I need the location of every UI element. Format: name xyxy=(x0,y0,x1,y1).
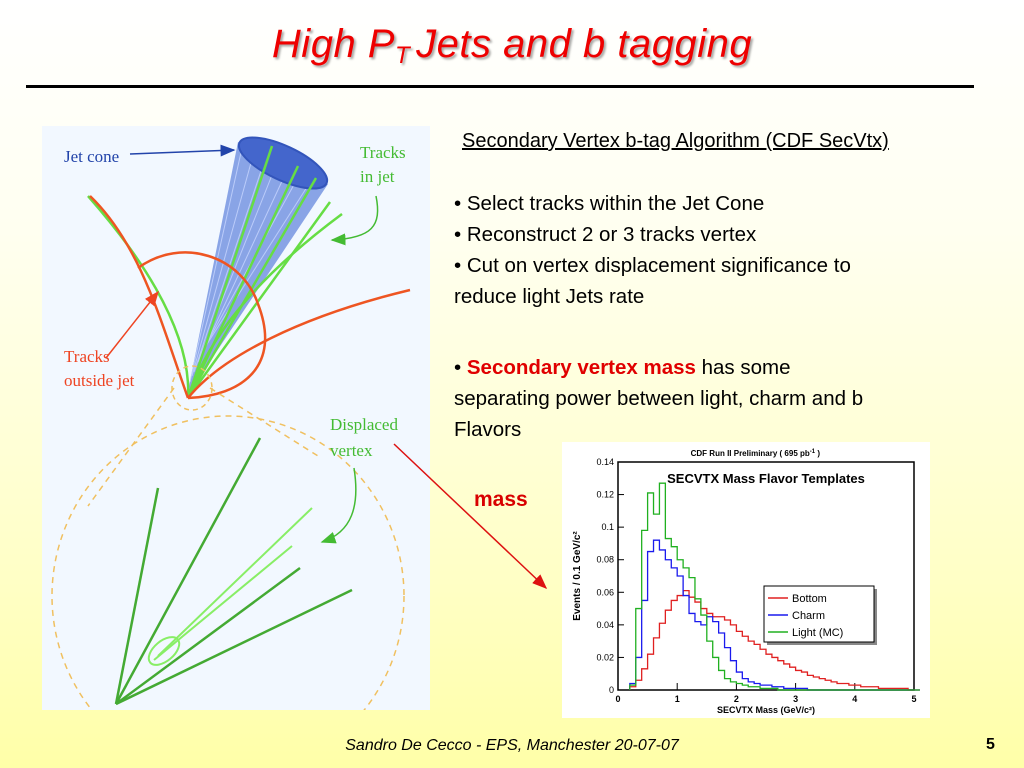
label-tracks-outside-1: Tracks xyxy=(64,347,110,366)
zoomed-secondary-tracks xyxy=(147,507,313,666)
bullet4-prefix: • xyxy=(454,356,467,379)
label-tracks-outside-2: outside jet xyxy=(64,371,135,390)
x-tick-label: 5 xyxy=(911,694,916,704)
chart-svg: CDF Run II Preliminary ( 695 pb-1 ) SECV… xyxy=(572,449,920,715)
y-tick-label: 0.12 xyxy=(596,490,614,500)
x-tick-label: 3 xyxy=(793,694,798,704)
zoom-region xyxy=(51,387,405,710)
plot-frame xyxy=(617,461,915,691)
bullet4-line3: Flavors xyxy=(454,418,522,441)
jet-diagram: Jet cone Tracks in jet Tracks outside je… xyxy=(42,126,430,710)
tracks-outside-arrow xyxy=(105,290,159,359)
secvtx-mass-chart: CDF Run II Preliminary ( 695 pb-1 ) SECV… xyxy=(562,442,930,718)
y-tick-label: 0.08 xyxy=(596,555,614,565)
legend-label: Charm xyxy=(792,610,825,622)
y-tick-label: 0.14 xyxy=(596,457,614,467)
x-tick-label: 0 xyxy=(615,694,620,704)
title-rest: Jets and b tagging xyxy=(416,22,753,66)
bullet-list: • Select tracks within the Jet Cone • Re… xyxy=(454,188,994,312)
bullet-cut-line1: • Cut on vertex displacement significanc… xyxy=(454,254,851,277)
bullet-cut-line2: reduce light Jets rate xyxy=(454,285,645,308)
label-tracks-in-jet-1: Tracks xyxy=(360,143,406,162)
displaced-vertex-arrow xyxy=(320,467,357,544)
bullet-vertex-mass: • Secondary vertex mass has some separat… xyxy=(454,352,994,445)
title-main: High P xyxy=(271,22,395,66)
mass-arrow xyxy=(393,443,548,590)
mass-label: mass xyxy=(474,488,528,511)
label-tracks-in-jet-2: in jet xyxy=(360,167,395,186)
y-tick-label: 0.02 xyxy=(596,652,614,662)
title-subscript: T xyxy=(394,42,411,69)
series-bottom xyxy=(629,590,920,691)
chart-ylabel: Events / 0.1 GeV/c² xyxy=(572,531,583,621)
y-tick-label: 0.04 xyxy=(596,620,614,630)
jet-diagram-svg: Jet cone Tracks in jet Tracks outside je… xyxy=(51,136,411,710)
page-number: 5 xyxy=(986,736,995,753)
chart-header: CDF Run II Preliminary ( 695 pb-1 ) xyxy=(691,449,821,458)
y-tick-label: 0.1 xyxy=(601,522,614,532)
y-tick-label: 0 xyxy=(609,685,614,695)
bullet-select-tracks: • Select tracks within the Jet Cone xyxy=(454,192,765,215)
tracks-in-jet-arrow xyxy=(330,195,379,246)
zoomed-tracks xyxy=(114,437,353,706)
primary-vertex-circle xyxy=(171,365,213,411)
tracks-in-jet xyxy=(87,145,343,399)
chart-xlabel: SECVTX Mass (GeV/c²) xyxy=(717,705,815,715)
legend-label: Bottom xyxy=(792,593,827,605)
label-displaced-1: Displaced xyxy=(330,415,398,434)
series-light-mc xyxy=(629,482,920,691)
title-divider xyxy=(26,85,974,88)
bullet-reconstruct: • Reconstruct 2 or 3 tracks vertex xyxy=(454,223,757,246)
bullet4-rest: has some xyxy=(695,356,791,379)
footer-author: Sandro De Cecco - EPS, Manchester 20-07-… xyxy=(345,737,679,754)
x-tick-label: 2 xyxy=(734,694,739,704)
slide-title: High PT Jets and b tagging xyxy=(0,22,1024,70)
label-jet-cone: Jet cone xyxy=(64,147,119,166)
y-tick-label: 0.06 xyxy=(596,587,614,597)
chart-title: SECVTX Mass Flavor Templates xyxy=(667,471,865,486)
jet-cone-arrow xyxy=(129,144,236,157)
bullet4-highlight: Secondary vertex mass xyxy=(466,356,696,379)
algorithm-heading: Secondary Vertex b-tag Algorithm (CDF Se… xyxy=(462,130,889,152)
bullet4-line2: separating power between light, charm an… xyxy=(454,387,864,410)
x-tick-label: 4 xyxy=(852,694,857,704)
tracks-outside-jet xyxy=(89,195,411,400)
x-tick-label: 1 xyxy=(675,694,680,704)
legend-label: Light (MC) xyxy=(792,627,843,639)
label-displaced-2: vertex xyxy=(330,441,373,460)
